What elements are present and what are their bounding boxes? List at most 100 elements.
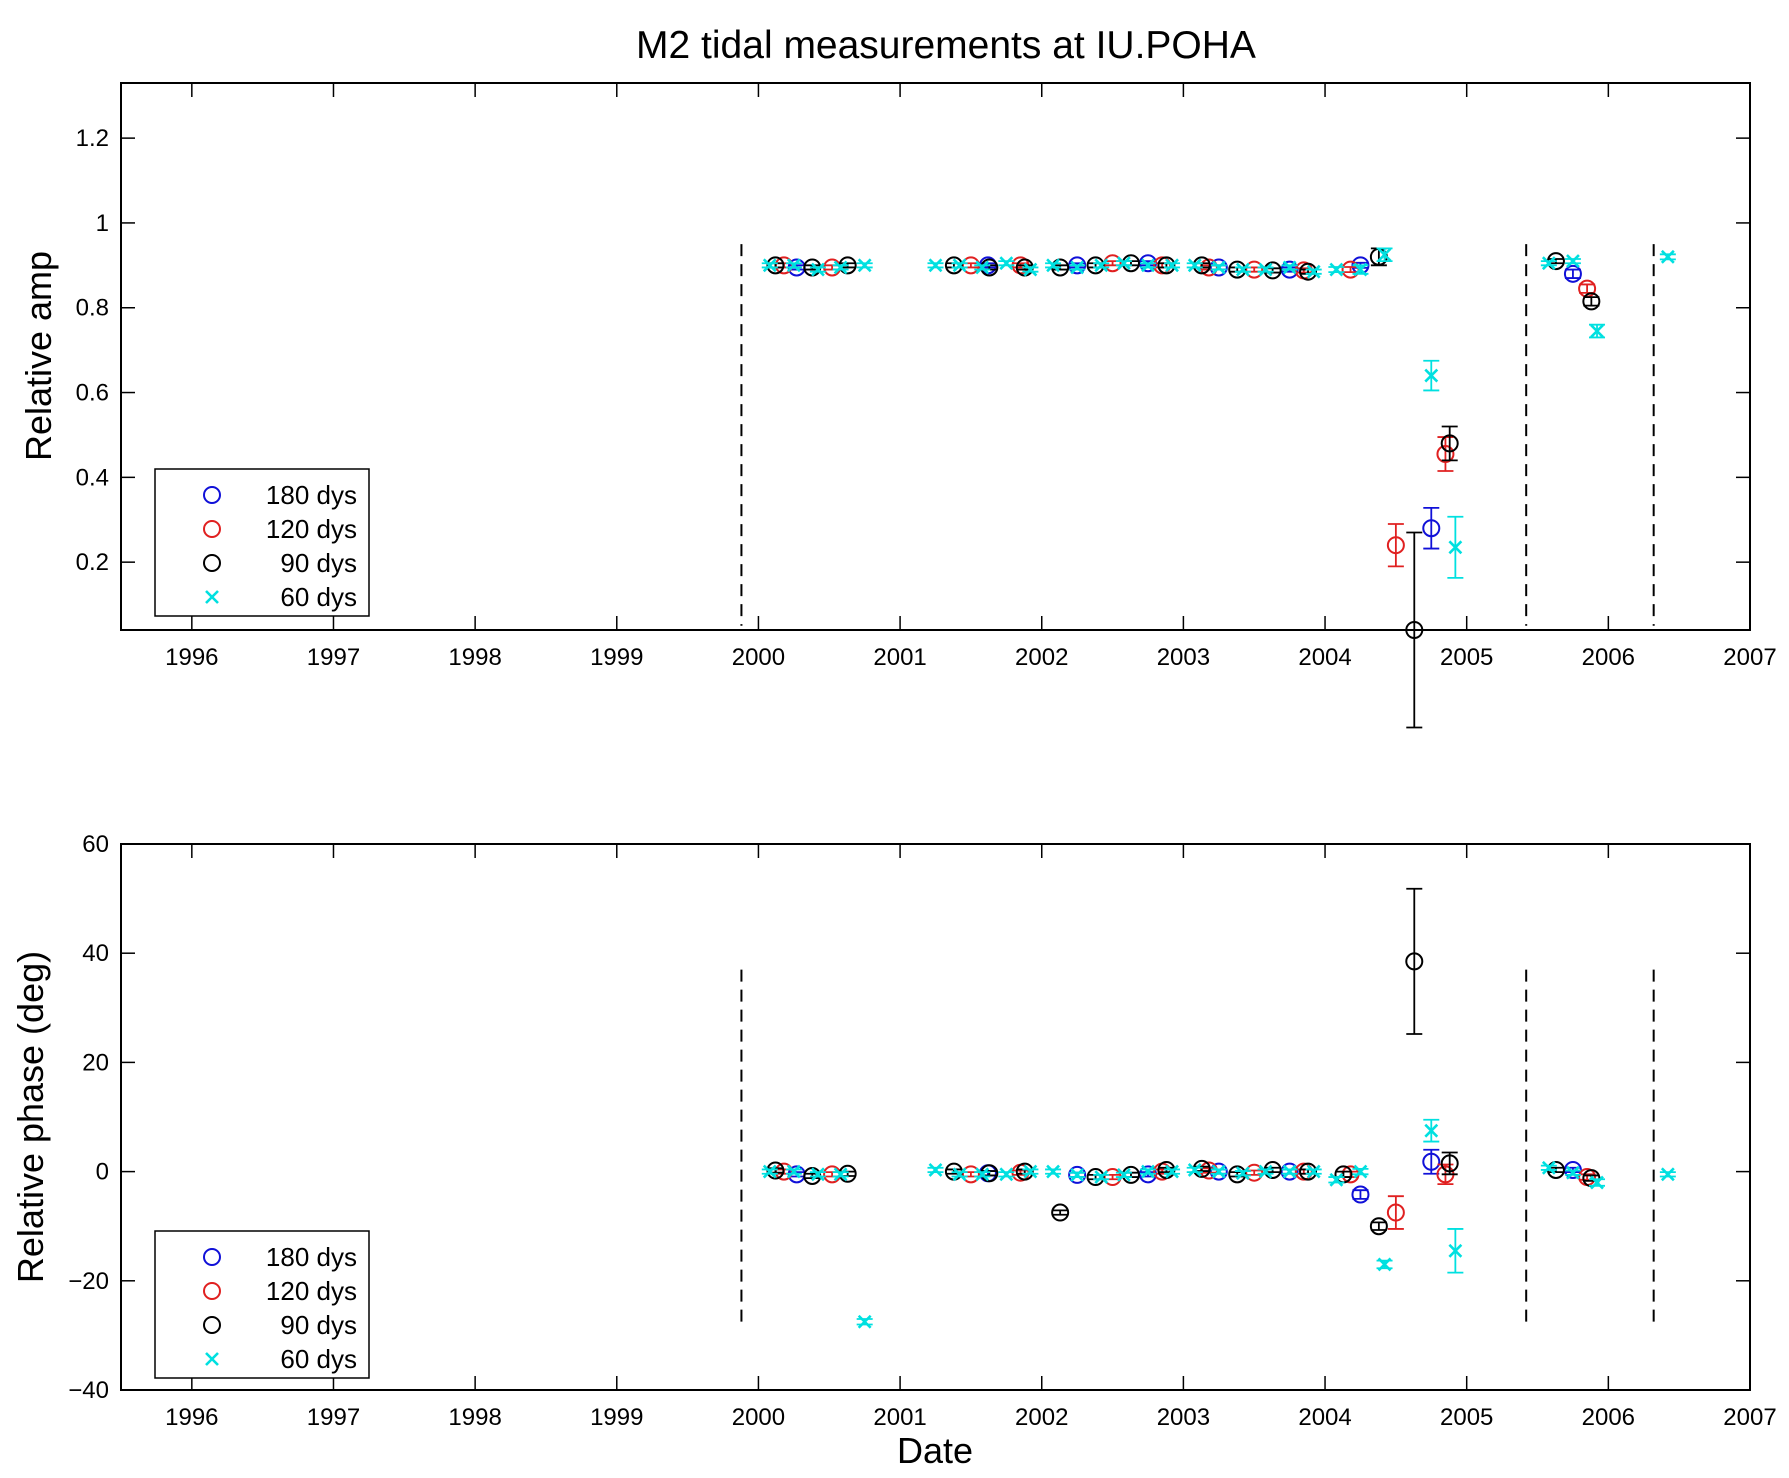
point-120-dys (961, 1165, 980, 1184)
point-120-dys (1341, 260, 1360, 279)
amplitude-x-tick-label: 2004 (1298, 644, 1351, 671)
point-60-dys (833, 260, 848, 275)
phase-x-tick-label: 1997 (307, 1404, 360, 1431)
phase-x-tick-label: 2001 (873, 1404, 926, 1431)
legend-label-60-dys: 60 dys (280, 582, 357, 612)
legend-label-180-dys: 180 dys (266, 1242, 357, 1272)
point-60-dys (1448, 540, 1463, 555)
figure-title: M2 tidal measurements at IU.POHA (636, 24, 1256, 67)
point-60-dys (1282, 1164, 1297, 1179)
point-90-dys (1405, 952, 1424, 971)
point-120-dys (1386, 536, 1405, 555)
amplitude-x-tick-label: 1998 (448, 644, 501, 671)
point-60-dys (1541, 1160, 1556, 1175)
point-60-dys (1116, 256, 1131, 271)
phase-data-marks (761, 887, 1676, 1329)
amplitude-x-tick-label: 2006 (1582, 644, 1635, 671)
point-60-dys (1377, 1257, 1392, 1272)
point-60-dys (1187, 1163, 1202, 1177)
phase-axis-ticks: 1996 1997 1998 1999 2000 2001 2002 2003 2004 2005… (68, 831, 1776, 1431)
amplitude-x-tick-label: 2003 (1157, 644, 1210, 671)
legend-label-90-dys: 90 dys (280, 1310, 357, 1340)
point-60-dys (975, 1167, 990, 1182)
point-60-dys (1566, 254, 1580, 269)
phase-x-tick-label: 2006 (1582, 1404, 1635, 1431)
point-60-dys (1165, 1164, 1179, 1179)
phase-y-tick-label: 0 (96, 1159, 109, 1186)
point-60-dys (1094, 258, 1109, 273)
amplitude-x-tick-label: 2000 (732, 644, 785, 671)
point-60-dys (1424, 368, 1439, 383)
point-180-dys (1280, 1162, 1299, 1181)
point-60-dys (1353, 1164, 1368, 1179)
legend-marker-120-dys (203, 520, 221, 538)
point-90-dys (944, 256, 963, 275)
point-90-dys (1228, 260, 1247, 279)
amplitude-legend: 180 dys 120 dys 90 dys 60 dys (154, 468, 370, 617)
point-120-dys (1245, 1163, 1264, 1182)
phase-x-tick-label: 2002 (1015, 1404, 1068, 1431)
point-90-dys (1051, 1203, 1070, 1222)
point-60-dys (1566, 1165, 1580, 1180)
phase-x-tick-label: 2007 (1723, 1404, 1776, 1431)
phase-y-tick-label: 60 (82, 831, 109, 858)
point-60-dys (1046, 1164, 1060, 1179)
phase-y-axis-label: Relative phase (deg) (10, 951, 51, 1283)
point-60-dys (1541, 256, 1556, 271)
phase-x-tick-label: 2004 (1298, 1404, 1351, 1431)
phase-y-tick-label: 40 (82, 940, 109, 967)
point-90-dys (1157, 256, 1176, 275)
point-90-dys (1582, 292, 1601, 311)
phase-y-tick-label: −40 (68, 1377, 109, 1404)
amplitude-y-tick-label: 1 (96, 210, 109, 237)
point-60-dys (1187, 258, 1202, 273)
point-60-dys (928, 258, 943, 273)
point-60-dys (952, 258, 967, 273)
point-60-dys (786, 258, 801, 273)
point-60-dys (1590, 1175, 1604, 1190)
amplitude-y-tick-label: 0.6 (76, 380, 109, 407)
amplitude-event-lines (740, 244, 1655, 626)
legend-label-180-dys: 180 dys (266, 480, 357, 510)
point-60-dys (1070, 260, 1085, 275)
phase-x-tick-label: 1999 (590, 1404, 643, 1431)
amplitude-x-tick-label: 2002 (1015, 644, 1068, 671)
point-60-dys (1377, 247, 1392, 262)
point-60-dys (786, 1164, 801, 1179)
point-60-dys (833, 1167, 848, 1182)
amplitude-legend-box (154, 468, 370, 617)
point-60-dys (1448, 1243, 1463, 1258)
phase-x-tick-label: 2000 (732, 1404, 785, 1431)
point-90-dys (1369, 1217, 1388, 1236)
point-180-dys (1422, 519, 1441, 538)
point-90-dys (1440, 1154, 1459, 1173)
point-60-dys (975, 260, 990, 275)
point-60-dys (952, 1167, 967, 1182)
point-180-dys (1351, 1185, 1370, 1204)
point-60-dys (857, 1314, 872, 1329)
amplitude-x-tick-label: 2007 (1723, 644, 1776, 671)
point-60-dys (999, 256, 1014, 271)
amplitude-x-tick-label: 1999 (590, 644, 643, 671)
point-60-dys (762, 258, 777, 273)
point-120-dys (1294, 1162, 1313, 1181)
point-60-dys (1306, 264, 1321, 279)
point-60-dys (1235, 1166, 1250, 1181)
point-60-dys (1141, 258, 1155, 273)
phase-x-tick-label: 2005 (1440, 1404, 1493, 1431)
phase-x-axis-label: Date (897, 1430, 973, 1471)
point-180-dys (1209, 258, 1228, 277)
legend-label-60-dys: 60 dys (280, 1344, 357, 1374)
amplitude-y-tick-label: 0.2 (76, 549, 109, 576)
point-60-dys (1282, 260, 1297, 275)
point-60-dys (857, 258, 872, 273)
phase-legend-box (154, 1230, 370, 1379)
point-90-dys (1405, 621, 1424, 639)
point-60-dys (1660, 249, 1675, 264)
point-60-dys (811, 262, 825, 277)
point-90-dys (1015, 1162, 1034, 1181)
point-90-dys (1299, 262, 1318, 281)
amplitude-y-tick-label: 0.8 (76, 295, 109, 322)
point-60-dys (1094, 1170, 1109, 1184)
